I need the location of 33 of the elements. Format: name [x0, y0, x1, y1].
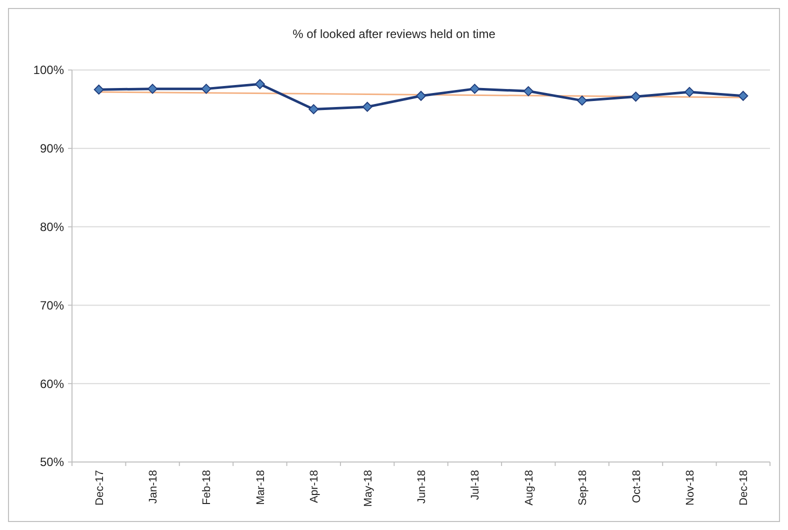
point — [254, 79, 265, 90]
x-tick-label: Jul-18 — [470, 470, 482, 500]
chart-title: % of looked after reviews held on time — [292, 27, 496, 41]
point — [148, 84, 158, 94]
point — [362, 102, 372, 112]
y-tick-label: 80% — [40, 220, 64, 234]
point — [577, 96, 588, 106]
point — [201, 84, 212, 94]
x-tick-label: Jun-18 — [416, 470, 428, 504]
x-tick-label: Feb-18 — [201, 470, 214, 505]
x-tick-label: May-18 — [362, 470, 374, 507]
x-tick-label: Mar-18 — [254, 470, 267, 505]
x-tick-label: Dec-18 — [738, 470, 750, 506]
y-tick-label: 60% — [40, 376, 64, 391]
point — [523, 86, 534, 96]
point — [308, 104, 319, 114]
y-tick-label: 100% — [33, 63, 64, 78]
point — [416, 90, 426, 101]
x-tick-label: Oct-18 — [630, 470, 643, 504]
x-tick-label: Apr-18 — [308, 470, 321, 504]
x-tick-label: Nov-18 — [684, 470, 696, 506]
x-tick-label: Dec-17 — [94, 470, 106, 506]
y-tick-label: 70% — [40, 298, 64, 312]
x-tick-label: Jan-18 — [148, 470, 160, 504]
point — [630, 92, 641, 102]
point — [684, 86, 694, 97]
point — [94, 84, 104, 95]
y-tick-label: 50% — [40, 455, 64, 470]
point — [738, 90, 748, 101]
x-tick-label: Sep-18 — [577, 470, 590, 506]
y-tick-label: 90% — [40, 142, 64, 156]
point — [470, 84, 480, 94]
x-tick-label: Aug-18 — [523, 470, 536, 506]
